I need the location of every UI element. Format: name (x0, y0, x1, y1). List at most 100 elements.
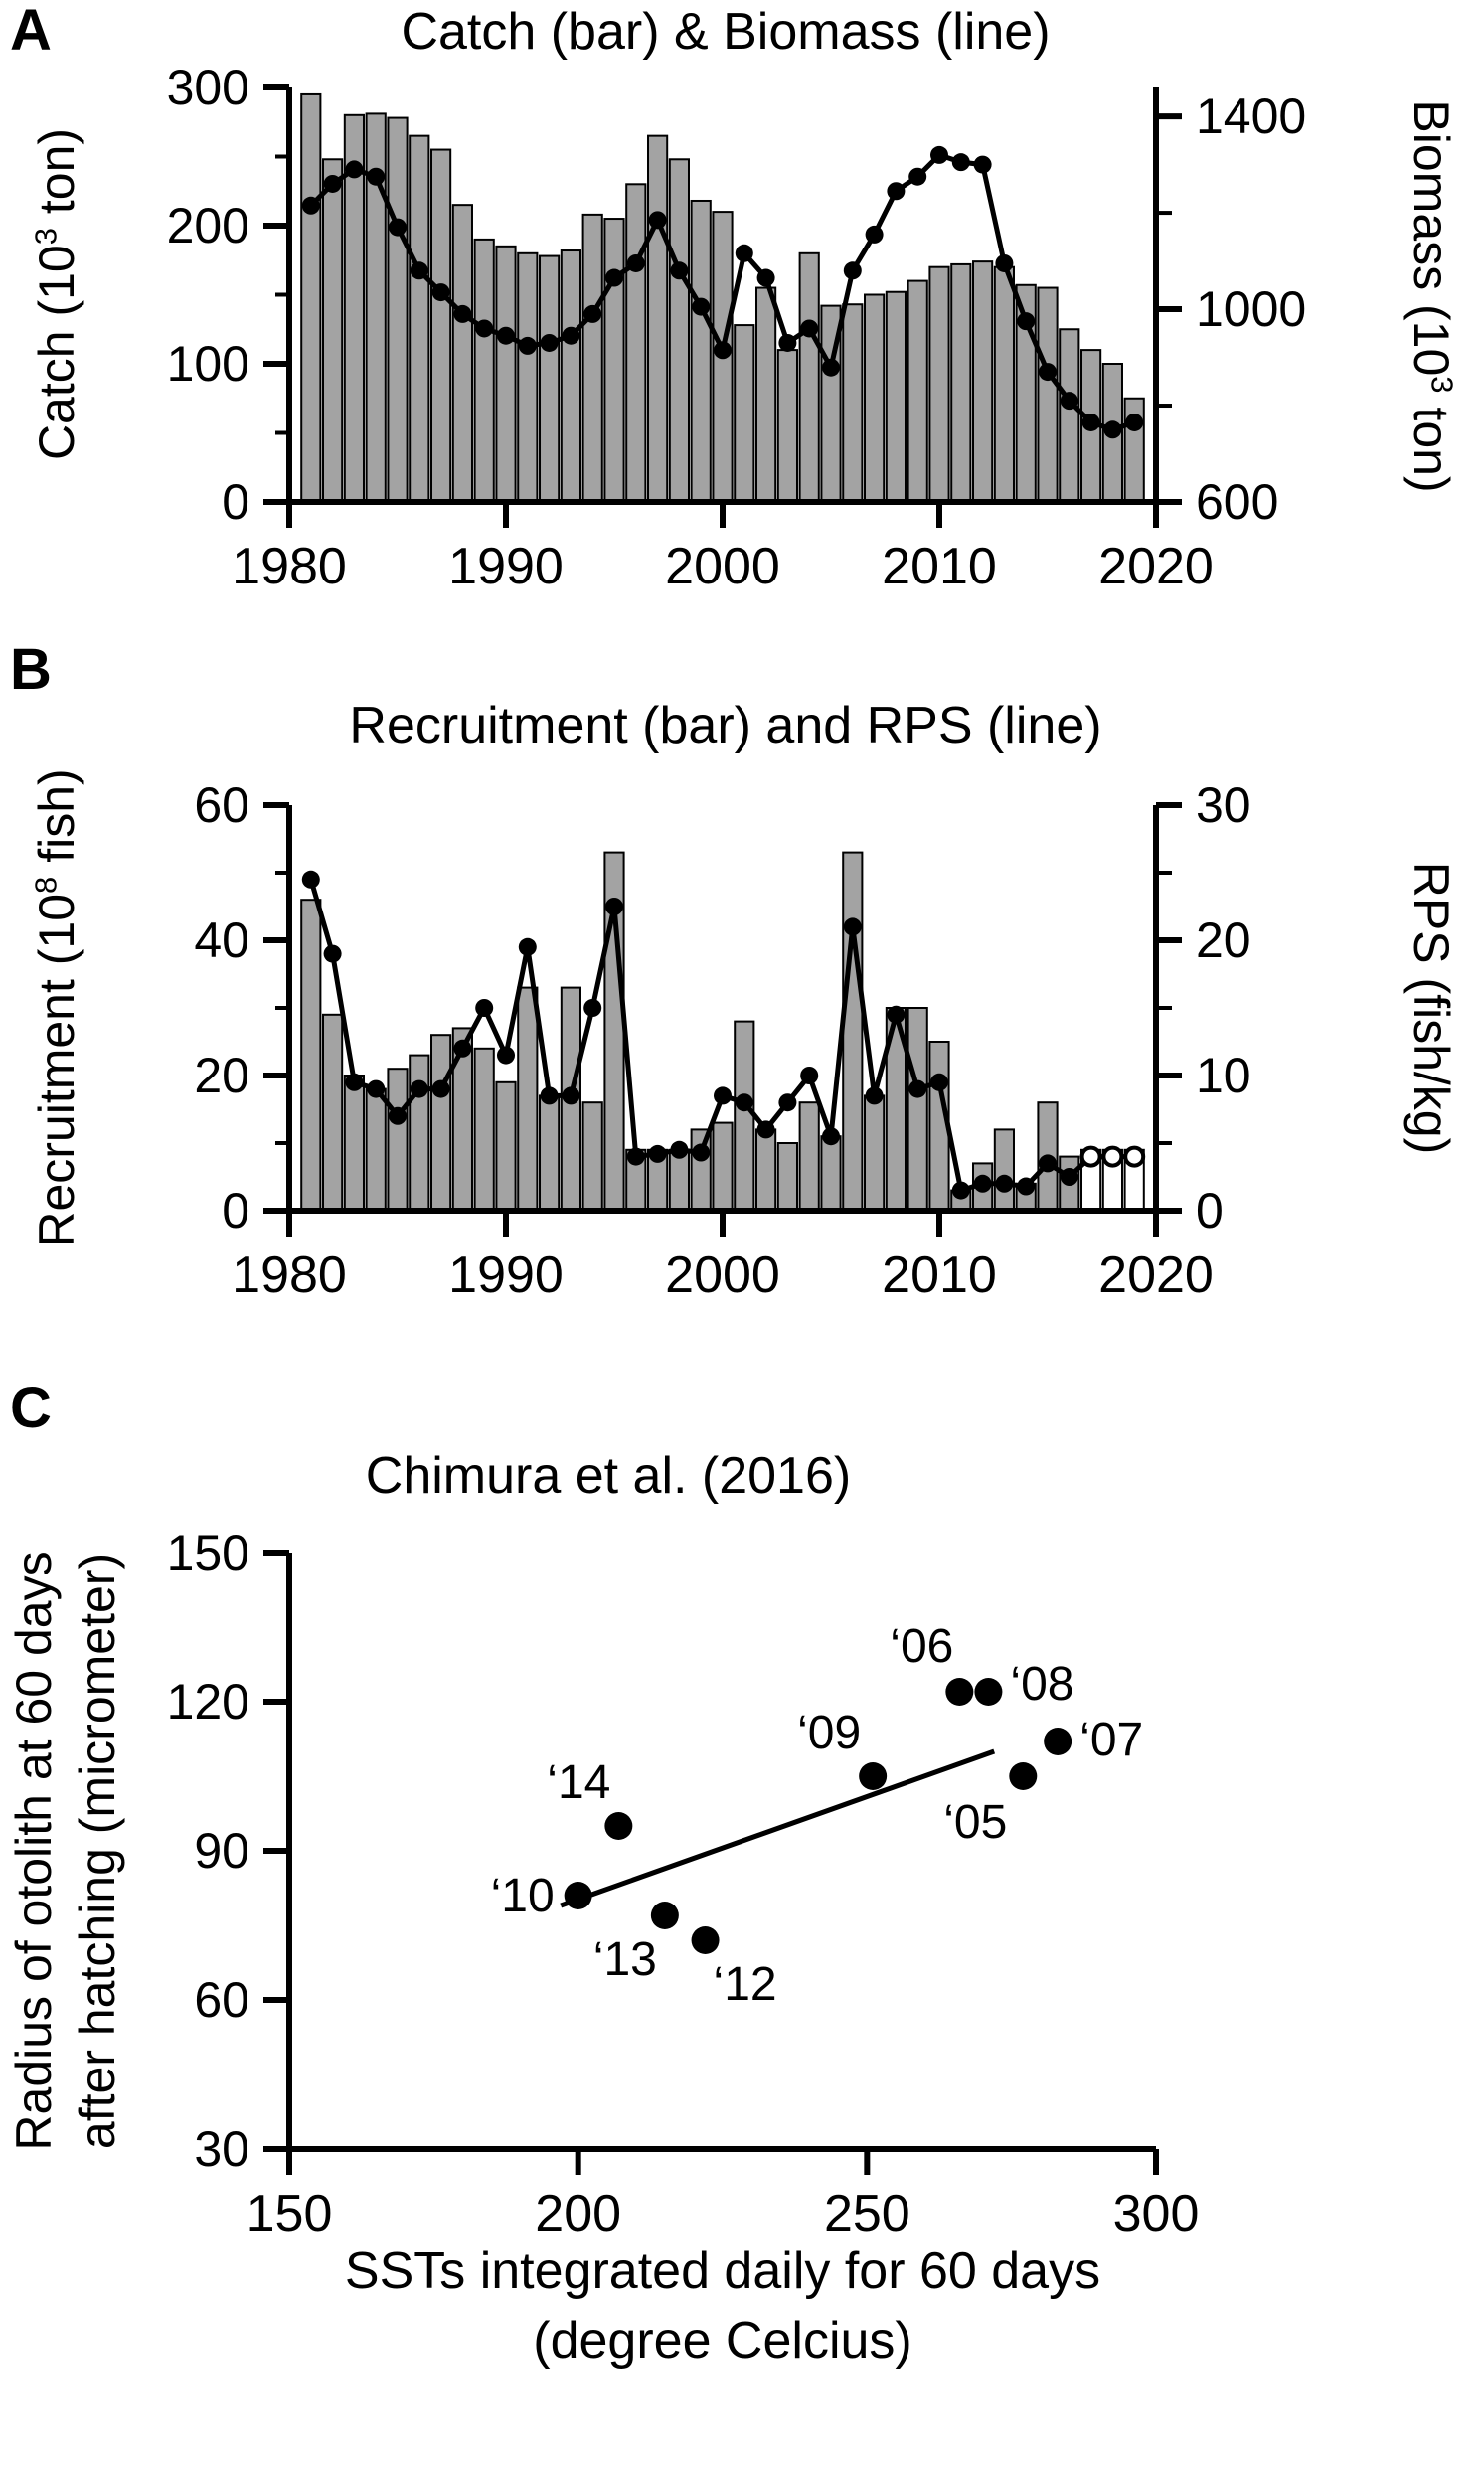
bar (343, 1075, 365, 1212)
bar (1059, 328, 1080, 503)
bar (539, 254, 561, 503)
data-point (995, 253, 1014, 272)
svg-text:1400: 1400 (1196, 88, 1306, 144)
label-text: Recruitment (10 (29, 893, 84, 1247)
data-point (930, 1073, 948, 1091)
bar (993, 1128, 1015, 1212)
open-data-point (1079, 1145, 1102, 1168)
svg-text:250: 250 (824, 2185, 910, 2242)
data-point (431, 283, 450, 302)
data-point (1009, 1762, 1038, 1790)
svg-text:200: 200 (535, 2185, 621, 2242)
data-point (431, 1079, 450, 1098)
data-point (714, 1086, 732, 1105)
data-point (974, 1678, 1003, 1706)
data-point (648, 1144, 667, 1163)
data-point (995, 1174, 1014, 1193)
open-data-point (1123, 1145, 1146, 1168)
data-point (648, 211, 667, 230)
svg-text:2020: 2020 (1098, 538, 1214, 595)
data-point (865, 1086, 884, 1105)
bar (798, 1101, 820, 1213)
panel-c-x-axis-label-line2: (degree Celcius) (533, 2312, 912, 2370)
label-text: fish) (29, 768, 84, 877)
data-point (1060, 1168, 1078, 1186)
panel-b-plot: 0 20 40 60 0 10 20 30 1980 1990 2000 2010 2020 (194, 777, 1251, 1304)
point-year-label: ‘08 (1010, 1658, 1073, 1711)
data-point (1044, 1728, 1072, 1755)
line-series (301, 145, 1144, 439)
data-point (778, 333, 797, 352)
data-point (800, 319, 819, 338)
panel-a-letter: A (10, 0, 52, 63)
data-point (626, 1147, 645, 1166)
bar (300, 92, 322, 503)
data-point (540, 333, 559, 352)
data-point (453, 1039, 472, 1058)
svg-text:30: 30 (1196, 777, 1251, 833)
data-point (843, 261, 862, 280)
data-point (345, 160, 364, 179)
data-point (930, 145, 948, 164)
data-point (973, 155, 992, 174)
bar (776, 1142, 798, 1212)
data-point (1125, 413, 1144, 431)
data-point (367, 167, 386, 186)
bar (430, 1034, 452, 1213)
bar (560, 249, 581, 503)
svg-text:20: 20 (194, 1048, 249, 1103)
bar (451, 204, 473, 503)
bar (734, 324, 755, 503)
bar (712, 1121, 734, 1213)
bar (473, 238, 495, 503)
panel-b-left-axis-label: Recruitment (108 fish) (28, 768, 85, 1246)
bar (864, 293, 886, 503)
bar (1037, 286, 1059, 503)
panel-a-plot: 0 100 200 300 600 1000 1400 1980 1990 2000 2010 202… (167, 60, 1307, 595)
bar (322, 1013, 344, 1212)
point-year-label: ‘10 (491, 1870, 555, 1922)
data-point (650, 1902, 679, 1929)
data-point (562, 1086, 580, 1105)
data-point (605, 268, 623, 287)
data-point (604, 1812, 633, 1840)
svg-text:2010: 2010 (882, 1246, 997, 1304)
svg-text:90: 90 (194, 1823, 249, 1879)
data-point (518, 336, 537, 355)
svg-text:150: 150 (247, 2185, 333, 2242)
bar (950, 262, 972, 504)
data-point (323, 174, 342, 193)
data-point (735, 1093, 753, 1112)
panel-c-y-axis-label-line2: after hatching (micrometer) (70, 1552, 125, 2150)
data-point (453, 304, 472, 323)
bar (755, 286, 777, 503)
svg-text:1000: 1000 (1196, 281, 1306, 337)
data-point (410, 261, 428, 280)
bar (409, 1054, 430, 1212)
data-point (951, 1181, 970, 1200)
data-point (778, 1093, 797, 1112)
data-point (389, 218, 407, 237)
data-point (301, 870, 320, 889)
data-point (1039, 363, 1057, 382)
svg-text:30: 30 (194, 2121, 249, 2177)
svg-text:100: 100 (167, 336, 249, 392)
bar (430, 148, 452, 504)
bar (647, 134, 669, 503)
svg-text:0: 0 (222, 1183, 249, 1239)
bar (885, 290, 907, 503)
data-point (564, 1882, 592, 1909)
axes: 30 60 90 120 150 150 200 250 300 (167, 1525, 1200, 2242)
svg-text:200: 200 (167, 198, 249, 253)
data-point (735, 244, 753, 262)
bar (907, 279, 928, 503)
data-point (518, 937, 537, 956)
bar (864, 1094, 886, 1212)
data-point (887, 182, 906, 201)
trend-line (560, 1748, 996, 1908)
panel-b-title: Recruitment (bar) and RPS (line) (349, 697, 1102, 754)
bar (993, 265, 1015, 504)
data-point (843, 917, 862, 936)
label-text: ton) (29, 127, 84, 229)
